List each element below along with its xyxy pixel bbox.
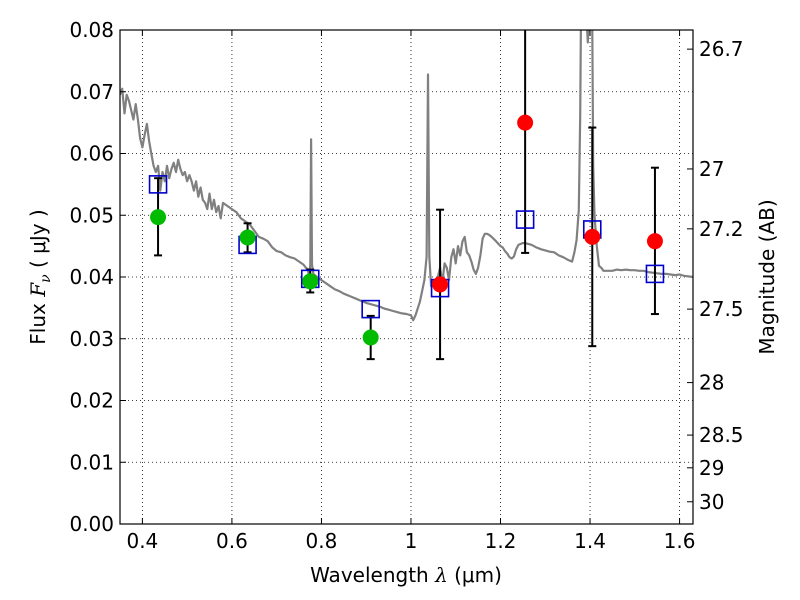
x-tick-label: 0.6	[216, 529, 248, 553]
right-tick-label: 30	[699, 490, 724, 514]
observed-point	[150, 209, 167, 226]
x-tick-label: 1	[405, 529, 418, 553]
right-tick-label: 27.2	[699, 217, 744, 241]
observed-point	[584, 228, 601, 245]
right-tick-label: 27.5	[699, 297, 744, 321]
right-tick-label: 29	[699, 456, 724, 480]
model-square-point	[148, 175, 168, 194]
x-tick-label: 1.2	[485, 529, 517, 553]
observed-point	[646, 233, 663, 250]
y-tick-label: 0.02	[69, 389, 114, 413]
y-tick-label: 0.03	[69, 327, 114, 351]
x-tick-label: 1.4	[574, 529, 606, 553]
y-tick-label: 0.08	[69, 18, 114, 42]
observed-point	[362, 329, 379, 346]
observed-point	[517, 114, 534, 131]
observed-point	[239, 229, 256, 246]
x-tick-label: 1.6	[664, 529, 696, 553]
right-tick-label: 26.7	[699, 37, 744, 61]
y-tick-label: 0.01	[69, 450, 114, 474]
y-tick-label: 0.07	[69, 80, 114, 104]
x-axis-label: Wavelength λ (μm)	[310, 563, 502, 587]
x-tick-label: 0.8	[306, 529, 338, 553]
x-tick-label: 0.4	[126, 529, 158, 553]
y-tick-label: 0.04	[69, 265, 114, 289]
y-axis-label: Flux Fν ( μJy )	[26, 209, 54, 344]
spectrum-line	[120, 30, 693, 322]
right-tick-label: 28.5	[699, 423, 744, 447]
observed-point	[432, 276, 449, 293]
right-tick-label: 27	[699, 157, 724, 181]
model-square-point	[361, 299, 380, 319]
plot-area	[120, 30, 693, 524]
y-tick-label: 0.05	[69, 203, 114, 227]
spectrum-layer	[120, 30, 693, 322]
marker-layer	[148, 114, 665, 346]
right-tick-label: 28	[699, 371, 724, 395]
y-tick-label: 0.00	[69, 512, 114, 536]
y-tick-label: 0.06	[69, 142, 114, 166]
model-square-point	[645, 264, 665, 284]
right-axis-label: Magnitude (AB)	[755, 199, 779, 354]
ticks: 0.4 0.6 0.8 1 1.2 1.4 1.6 0.00 0.01 0.02 0.03 0.04 0…	[69, 18, 743, 553]
observed-point	[302, 273, 319, 290]
model-square-point	[515, 210, 535, 229]
